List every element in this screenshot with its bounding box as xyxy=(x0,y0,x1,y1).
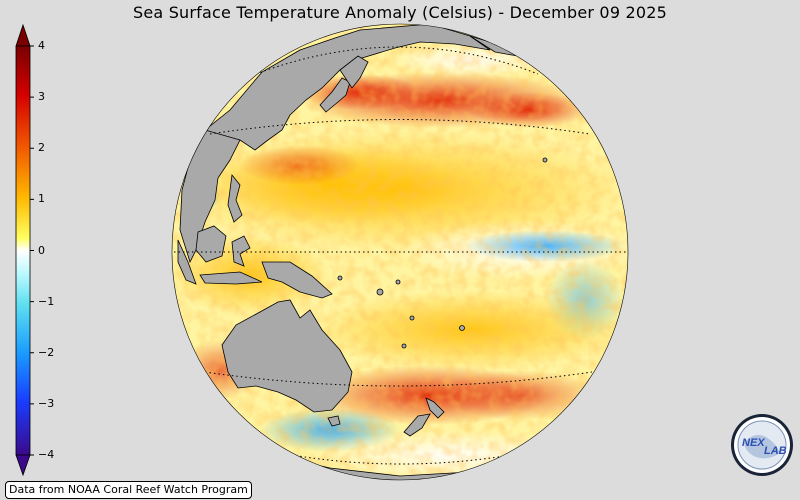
land-japan xyxy=(319,77,351,113)
globe-outline xyxy=(171,23,629,481)
ocean-anomaly-field xyxy=(172,24,628,480)
land-nz-south xyxy=(403,413,431,437)
land-borneo xyxy=(195,225,227,263)
land-java xyxy=(199,271,263,285)
page-title: Sea Surface Temperature Anomaly (Celsius… xyxy=(133,3,667,22)
colorbar-tick-label: 4 xyxy=(38,39,45,52)
land-sulawesi xyxy=(231,235,251,267)
latitude-gridlines xyxy=(174,46,626,465)
colorbar-tick-label: −3 xyxy=(38,396,55,410)
land-new-guinea xyxy=(261,261,333,299)
land-sumatra xyxy=(177,239,197,285)
nexlab-logo: NEX LAB xyxy=(731,414,793,476)
colorbar-tick-label: 1 xyxy=(38,192,45,206)
land-nz-north xyxy=(425,397,445,419)
land-australia xyxy=(221,299,353,413)
colorbar-tick-label: 0 xyxy=(38,243,45,257)
land-tasmania xyxy=(327,415,341,427)
logo-text-nex: NEX xyxy=(742,437,765,449)
colorbar-min-arrow xyxy=(15,454,31,477)
colorbar-tick-label: 3 xyxy=(38,90,45,104)
colorbar xyxy=(15,23,34,477)
logo-text-lab: LAB xyxy=(764,445,787,457)
colorbar-tick-label: −1 xyxy=(38,294,55,308)
colorbar-tick-label: −2 xyxy=(38,345,55,359)
data-credit-label: Data from NOAA Coral Reef Watch Program xyxy=(5,481,252,499)
colorbar-tick-label: 2 xyxy=(38,141,45,155)
land-philippines xyxy=(227,174,243,223)
land-kamchatka xyxy=(339,55,369,89)
colorbar-tick-label: −4 xyxy=(38,448,55,461)
